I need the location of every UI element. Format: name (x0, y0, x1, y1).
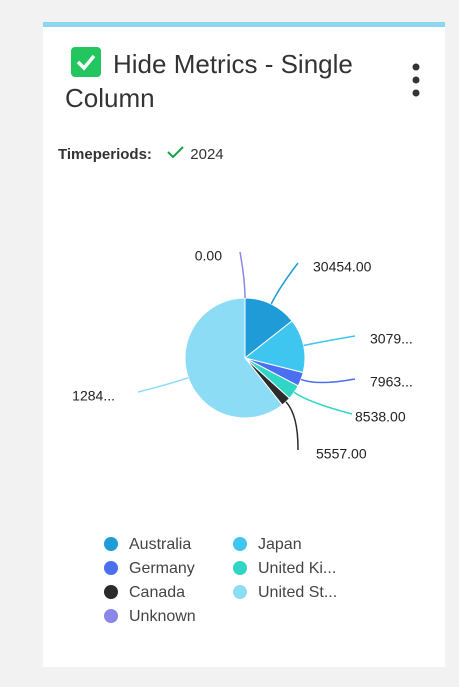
check-icon (76, 54, 96, 71)
data-label: 5557.00 (316, 446, 367, 462)
data-label: 0.00 (195, 248, 222, 264)
filter-value: 2024 (190, 146, 224, 163)
legend-swatch (233, 561, 247, 575)
legend-label: United Ki... (258, 560, 336, 577)
data-label: 3079... (370, 331, 413, 347)
legend-swatch (233, 585, 247, 599)
leader-line (303, 335, 356, 347)
legend-label: Japan (258, 536, 302, 553)
leader-line (239, 251, 246, 299)
legend-swatch (233, 537, 247, 551)
filter-check (167, 146, 184, 159)
leader-line (137, 376, 189, 393)
legend-label: Australia (129, 536, 191, 553)
filter-label: Timeperiods: (58, 146, 152, 163)
data-label: 7963... (370, 374, 413, 390)
legend-swatch (104, 609, 118, 623)
legend-swatch (104, 537, 118, 551)
widget-card: Hide Metrics - Single Column Timeperiods… (43, 22, 445, 667)
filter-row: Timeperiods: 2024 (58, 145, 224, 163)
legend-swatch (104, 561, 118, 575)
legend-label: Germany (129, 560, 195, 577)
legend-label: Unknown (129, 608, 196, 625)
widget-title: Hide Metrics - Single Column (65, 49, 353, 113)
data-label: 8538.00 (355, 409, 406, 425)
leader-line (270, 262, 299, 305)
legend-swatch (104, 585, 118, 599)
leader-line (285, 401, 299, 451)
checkbox[interactable] (71, 47, 101, 77)
legend-label: Canada (129, 584, 185, 601)
pie-slice (243, 320, 306, 374)
pie-slice (184, 297, 283, 419)
menu-button[interactable] (409, 63, 423, 97)
pie-slice (244, 297, 293, 360)
legend-label: United St... (258, 584, 337, 601)
data-label: 30454.00 (313, 259, 372, 275)
data-label: 1284... (72, 388, 115, 404)
leader-line (293, 391, 353, 415)
leader-line (300, 378, 356, 384)
